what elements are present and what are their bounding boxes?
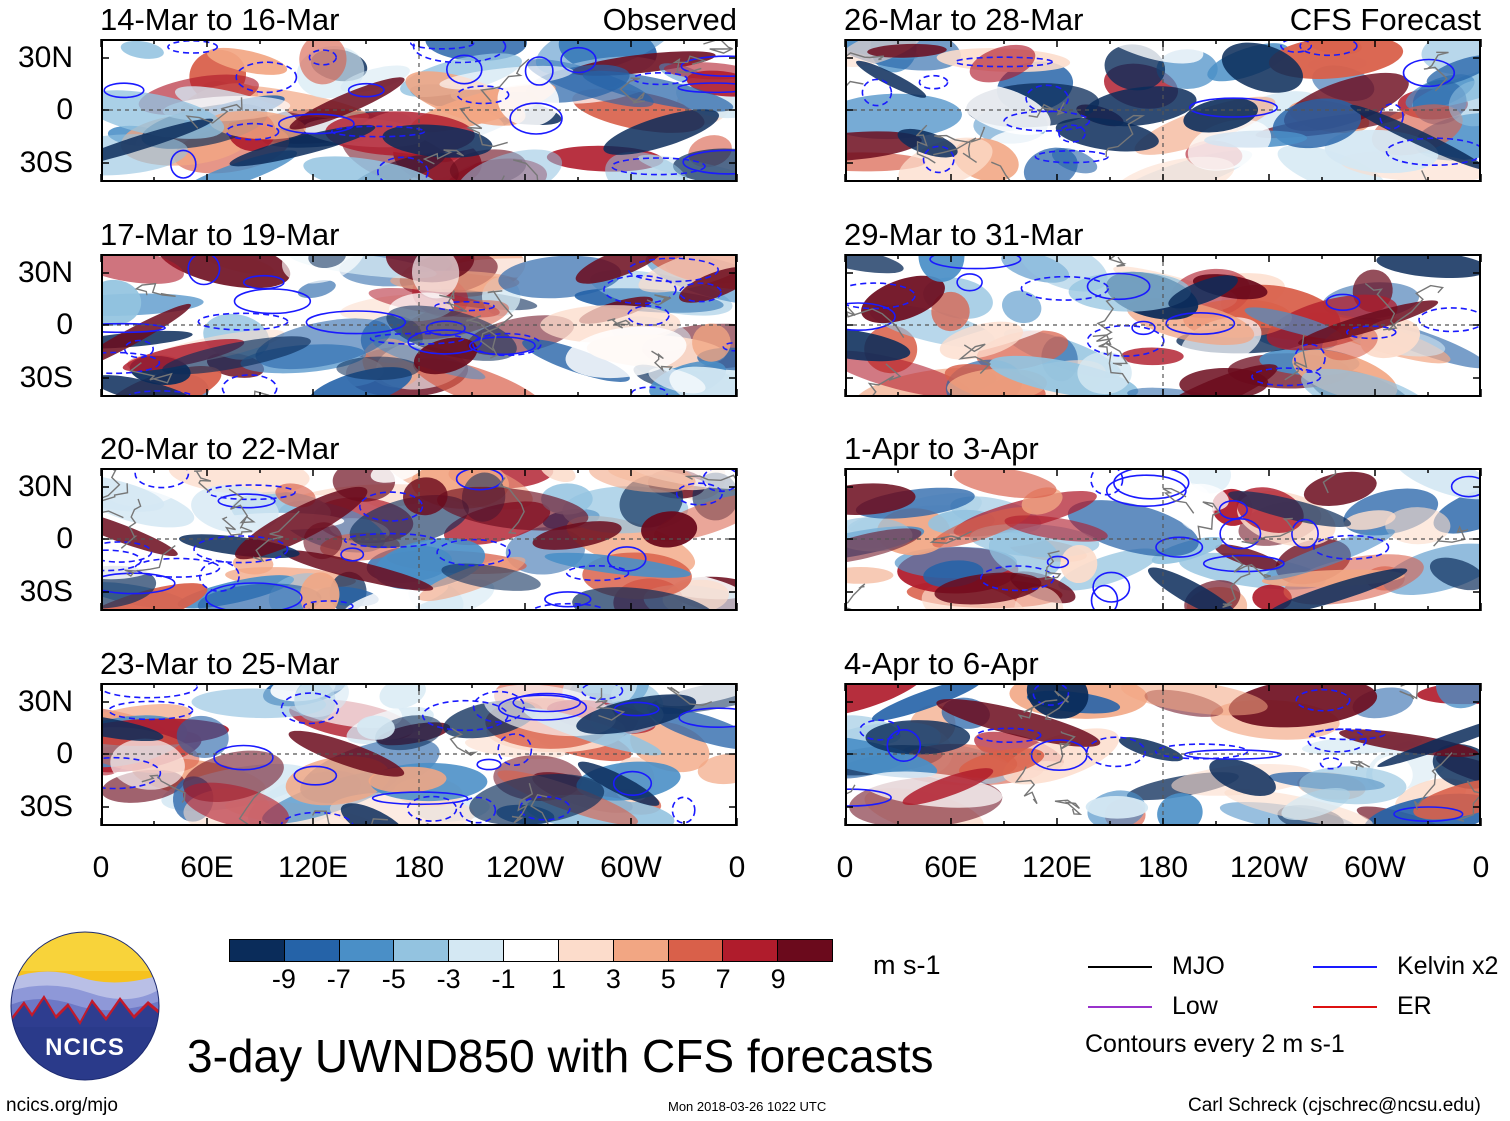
main-title: 3-day UWND850 with CFS forecasts bbox=[187, 1030, 934, 1082]
colorbar-tick-label: -3 bbox=[436, 964, 461, 994]
legend-line bbox=[1088, 966, 1152, 968]
units-label: m s-1 bbox=[873, 950, 941, 980]
panel-title: 1-Apr to 3-Apr bbox=[844, 431, 1039, 466]
y-tick-label: 30S bbox=[19, 361, 73, 394]
footer-url: ncics.org/mjo bbox=[6, 1095, 118, 1116]
colorbar-tick-label: 3 bbox=[605, 964, 621, 994]
colorbar-swatch bbox=[722, 940, 778, 961]
colorbar-tick-label: -1 bbox=[491, 964, 516, 994]
x-tick-label: 60W bbox=[600, 851, 662, 884]
panel-title: 26-Mar to 28-Mar bbox=[844, 2, 1084, 37]
y-tick-label: 0 bbox=[56, 522, 73, 555]
colorbar-swatch bbox=[230, 940, 284, 961]
colorbar-swatch bbox=[283, 940, 339, 961]
x-tick-label: 0 bbox=[92, 851, 110, 884]
wind-anomaly-field bbox=[845, 39, 1481, 182]
x-tick-label: 60E bbox=[924, 851, 978, 884]
colorbar-tick-label: 5 bbox=[660, 964, 676, 994]
panel-title: 20-Mar to 22-Mar bbox=[100, 431, 340, 466]
x-tick-label: 120W bbox=[1229, 851, 1309, 884]
colorbar-tick-label: 9 bbox=[770, 964, 786, 994]
x-tick-label: 180 bbox=[393, 851, 445, 884]
footer-timestamp: Mon 2018-03-26 1022 UTC bbox=[668, 1099, 827, 1114]
panel-tag: CFS Forecast bbox=[1289, 2, 1481, 37]
legend-line bbox=[1088, 1006, 1152, 1008]
panel-title: 14-Mar to 16-Mar bbox=[100, 2, 340, 37]
colorbar-swatch bbox=[612, 940, 668, 961]
logo-text: NCICS bbox=[45, 1034, 125, 1061]
map-panel bbox=[845, 683, 1481, 826]
panel-tag: Observed bbox=[602, 2, 737, 37]
panel-title: 23-Mar to 25-Mar bbox=[100, 646, 340, 681]
wind-anomaly-field bbox=[101, 254, 737, 397]
x-tick-label: 0 bbox=[836, 851, 854, 884]
x-tick-label: 120W bbox=[485, 851, 565, 884]
colorbar-tick-label: -9 bbox=[271, 964, 296, 994]
colorbar-swatch bbox=[448, 940, 504, 961]
y-tick-label: 0 bbox=[56, 308, 73, 341]
map-panel bbox=[845, 468, 1481, 611]
wind-anomaly-field bbox=[845, 254, 1481, 397]
colorbar-tick-label: -7 bbox=[326, 964, 351, 994]
colorbar-tick-label: 1 bbox=[550, 964, 566, 994]
footer-author: Carl Schreck (cjschrec@ncsu.edu) bbox=[1188, 1095, 1481, 1116]
colorbar-swatch bbox=[777, 940, 832, 961]
x-tick-label: 180 bbox=[1137, 851, 1189, 884]
x-tick-label: 60W bbox=[1344, 851, 1406, 884]
wind-anomaly-field bbox=[101, 683, 737, 826]
x-tick-label: 120E bbox=[277, 851, 349, 884]
colorbar-swatch bbox=[557, 940, 613, 961]
colorbar-swatch bbox=[667, 940, 723, 961]
logo-graphic bbox=[10, 931, 160, 1081]
ncics-logo: NCICS bbox=[10, 931, 160, 1081]
wind-anomaly-field bbox=[845, 683, 1481, 826]
x-tick-label: 0 bbox=[728, 851, 746, 884]
legend-line bbox=[1313, 966, 1377, 968]
x-tick-label: 0 bbox=[1472, 851, 1490, 884]
x-tick-label: 120E bbox=[1021, 851, 1093, 884]
y-tick-label: 0 bbox=[56, 93, 73, 126]
y-tick-label: 0 bbox=[56, 737, 73, 770]
contour-note: Contours every 2 m s-1 bbox=[1085, 1030, 1345, 1058]
y-tick-label: 30S bbox=[19, 146, 73, 179]
legend-label: Kelvin x2 bbox=[1397, 952, 1499, 980]
map-panel bbox=[101, 39, 737, 182]
y-tick-label: 30N bbox=[17, 470, 73, 503]
legend-label: Low bbox=[1172, 992, 1218, 1020]
wind-anomaly-field bbox=[101, 39, 737, 182]
wind-anomaly-field bbox=[845, 468, 1481, 611]
map-panel bbox=[845, 39, 1481, 182]
y-tick-label: 30N bbox=[17, 41, 73, 74]
map-panel bbox=[845, 254, 1481, 397]
legend-label: ER bbox=[1397, 992, 1432, 1020]
legend-line bbox=[1313, 1006, 1377, 1008]
y-tick-label: 30S bbox=[19, 790, 73, 823]
panel-title: 29-Mar to 31-Mar bbox=[844, 217, 1084, 252]
colorbar-tick-label: 7 bbox=[715, 964, 731, 994]
map-panel bbox=[101, 254, 737, 397]
map-panel bbox=[101, 683, 737, 826]
y-tick-label: 30N bbox=[17, 685, 73, 718]
x-tick-label: 60E bbox=[180, 851, 234, 884]
colorbar-tick-label: -5 bbox=[381, 964, 406, 994]
map-panel bbox=[101, 468, 737, 611]
colorbar bbox=[229, 939, 833, 962]
legend-label: MJO bbox=[1172, 952, 1225, 980]
colorbar-swatch bbox=[393, 940, 449, 961]
panel-title: 17-Mar to 19-Mar bbox=[100, 217, 340, 252]
panel-title: 4-Apr to 6-Apr bbox=[844, 646, 1039, 681]
wind-anomaly-field bbox=[101, 468, 737, 611]
y-tick-label: 30N bbox=[17, 256, 73, 289]
colorbar-swatch bbox=[503, 940, 558, 961]
y-tick-label: 30S bbox=[19, 575, 73, 608]
colorbar-swatch bbox=[338, 940, 394, 961]
